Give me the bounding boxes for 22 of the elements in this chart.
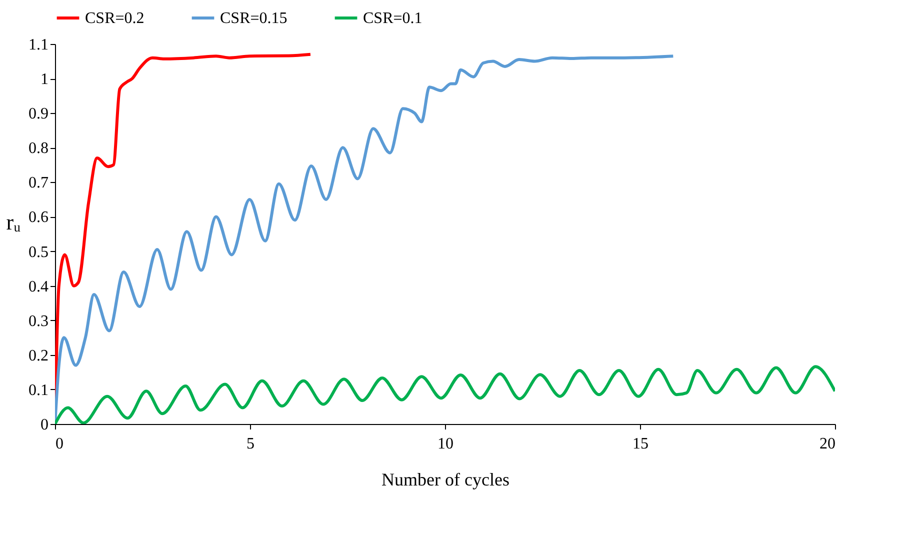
x-tick-label: 20 bbox=[820, 436, 836, 452]
x-tick-label: 10 bbox=[438, 436, 454, 452]
y-tick-label: 0.9 bbox=[28, 106, 48, 123]
y-tick-label: 0.5 bbox=[28, 244, 48, 261]
legend-label: CSR=0.1 bbox=[363, 10, 422, 27]
y-tick-label: 0.7 bbox=[28, 174, 48, 192]
y-tick-label: 0.4 bbox=[28, 278, 48, 296]
legend-label: CSR=0.15 bbox=[220, 10, 288, 27]
y-tick-label: 0.3 bbox=[28, 312, 48, 330]
y-tick-label: 0.1 bbox=[28, 382, 48, 399]
y-tick-label: 0.2 bbox=[28, 347, 48, 364]
x-axis-title: Number of cycles bbox=[382, 470, 510, 490]
y-tick-label: 1.1 bbox=[28, 36, 48, 54]
y-tick-label: 0.6 bbox=[28, 209, 48, 226]
y-axis-title: rᵤ bbox=[6, 210, 21, 234]
legend-label: CSR=0.2 bbox=[85, 10, 144, 27]
x-tick-label: 0 bbox=[56, 436, 64, 452]
x-tick-label: 15 bbox=[632, 436, 648, 452]
x-tick-label: 5 bbox=[246, 436, 254, 452]
y-tick-label: 0.8 bbox=[28, 140, 48, 158]
y-tick-label: 1 bbox=[40, 71, 48, 88]
y-tick-label: 0 bbox=[40, 416, 48, 434]
